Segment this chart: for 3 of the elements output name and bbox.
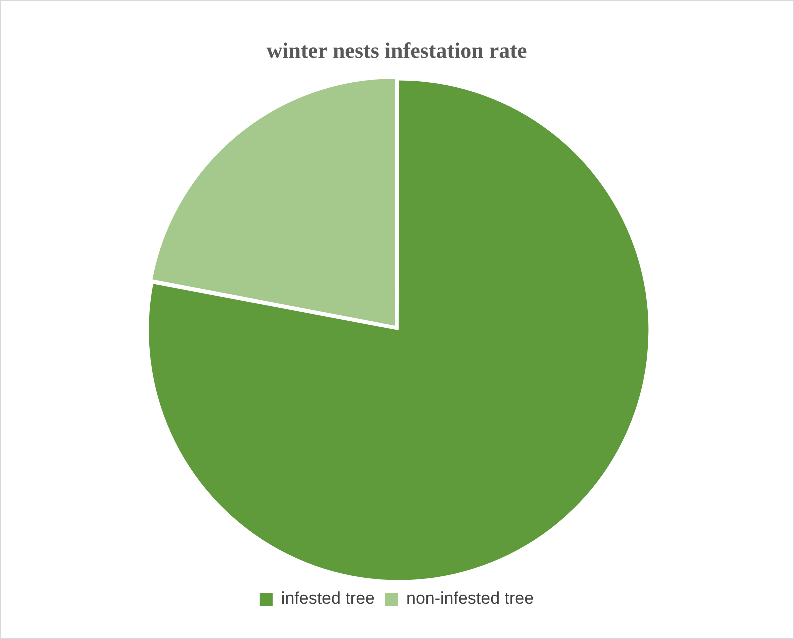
- legend-label: non-infested tree: [406, 589, 534, 608]
- legend-label: infested tree: [281, 589, 375, 608]
- chart-title: winter nests infestation rate: [266, 38, 528, 63]
